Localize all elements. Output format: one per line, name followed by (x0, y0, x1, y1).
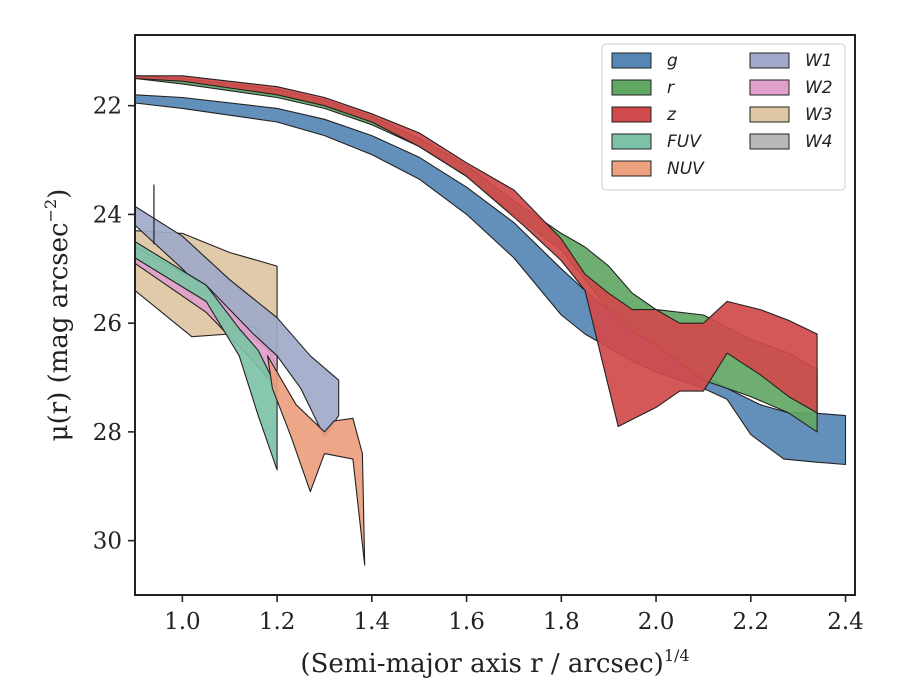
x-axis: 1.0 1.2 1.4 1.6 1.8 2.0 2.2 2.4 (164, 595, 864, 635)
legend-label-r: r (667, 78, 675, 98)
legend-swatch-w1 (749, 52, 790, 69)
legend-swatch-w3 (749, 106, 790, 123)
legend-label-w2: W2 (805, 78, 833, 98)
legend: grz FUV NUV W1 W2 W3 W4 (601, 43, 846, 191)
y-tick-label: 26 (93, 311, 122, 337)
legend-swatch-w2 (749, 79, 790, 96)
legend-label-g: g (667, 51, 678, 71)
area-nuv (267, 355, 366, 566)
y-tick-label: 28 (93, 420, 122, 446)
x-tick-label: 1.0 (164, 609, 201, 635)
legend-label-fuv: FUV (667, 132, 702, 152)
x-tick-label: 2.2 (733, 609, 770, 635)
plot-frame (134, 34, 856, 596)
x-tick-label: 2.4 (827, 609, 864, 635)
x-tick-label: 1.2 (259, 609, 296, 635)
legend-label-nuv: NUV (667, 159, 705, 179)
y-axis-title: μ(r) (mag arcsec−2) (41, 189, 74, 442)
legend-label-w1: W1 (805, 51, 833, 71)
y-tick-label: 22 (93, 94, 122, 120)
legend-label-z: z (666, 105, 677, 125)
legend-swatch-r (611, 79, 652, 96)
legend-swatch-w4 (749, 133, 790, 150)
y-tick-label: 24 (93, 202, 122, 228)
x-tick-label: 1.8 (543, 609, 580, 635)
area-z (135, 75, 818, 428)
y-tick-label: 30 (93, 529, 122, 555)
legend-swatch-fuv (611, 133, 652, 150)
legend-swatch-z (611, 106, 652, 123)
x-tick-label: 1.6 (448, 609, 485, 635)
legend-label-w4: W4 (805, 132, 833, 152)
x-axis-title: (Semi-major axis r / arcsec)1/4 (300, 646, 689, 679)
legend-swatch-nuv (611, 160, 652, 177)
legend-swatch-g (611, 52, 652, 69)
y-axis: 22 24 26 28 30 (93, 94, 135, 555)
x-tick-label: 2.0 (638, 609, 675, 635)
legend-label-w3: W3 (805, 105, 833, 125)
x-tick-label: 1.4 (354, 609, 391, 635)
plot-areas (135, 75, 847, 566)
area-fuv (135, 241, 278, 471)
